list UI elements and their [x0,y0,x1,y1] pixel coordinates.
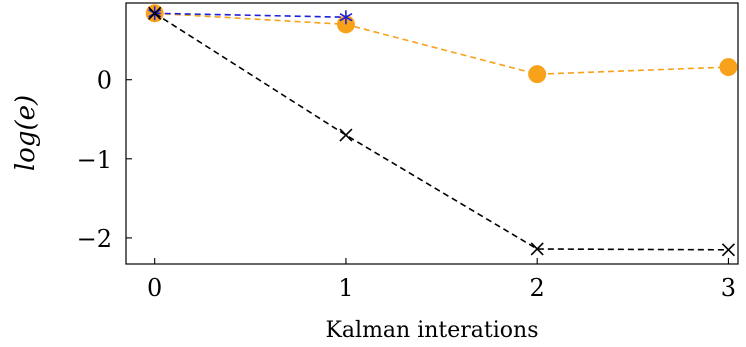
series-0-point-3 [719,58,738,77]
x-tick-label-2: 2 [530,274,545,302]
y-tick-label-2: 0 [97,67,112,95]
series-1-point-1 [339,10,353,25]
x-tick-label-3: 3 [721,274,736,302]
series-0-line [154,12,729,76]
series-0 [145,4,738,84]
series-1-line [154,12,346,18]
series-2-point-2 [530,242,544,256]
series-2 [148,6,736,257]
series-2-point-0 [148,6,162,20]
series-2-line [154,12,729,251]
y-tick-label-0: −2 [77,225,112,253]
series-2-point-3 [721,243,736,257]
x-axis-label: Kalman interations [325,318,538,343]
series-0-point-2 [528,65,547,84]
series-layer [145,4,738,257]
x-tick-label-1: 1 [338,274,353,302]
axis-ticks: 0 1 2 3 −2 −1 0 [77,67,736,302]
y-axis-label: log(e) [11,95,41,171]
series-2-point-1 [339,128,353,142]
x-tick-label-0: 0 [147,274,162,302]
y-tick-label-1: −1 [77,146,112,174]
plot-frame [125,2,739,265]
